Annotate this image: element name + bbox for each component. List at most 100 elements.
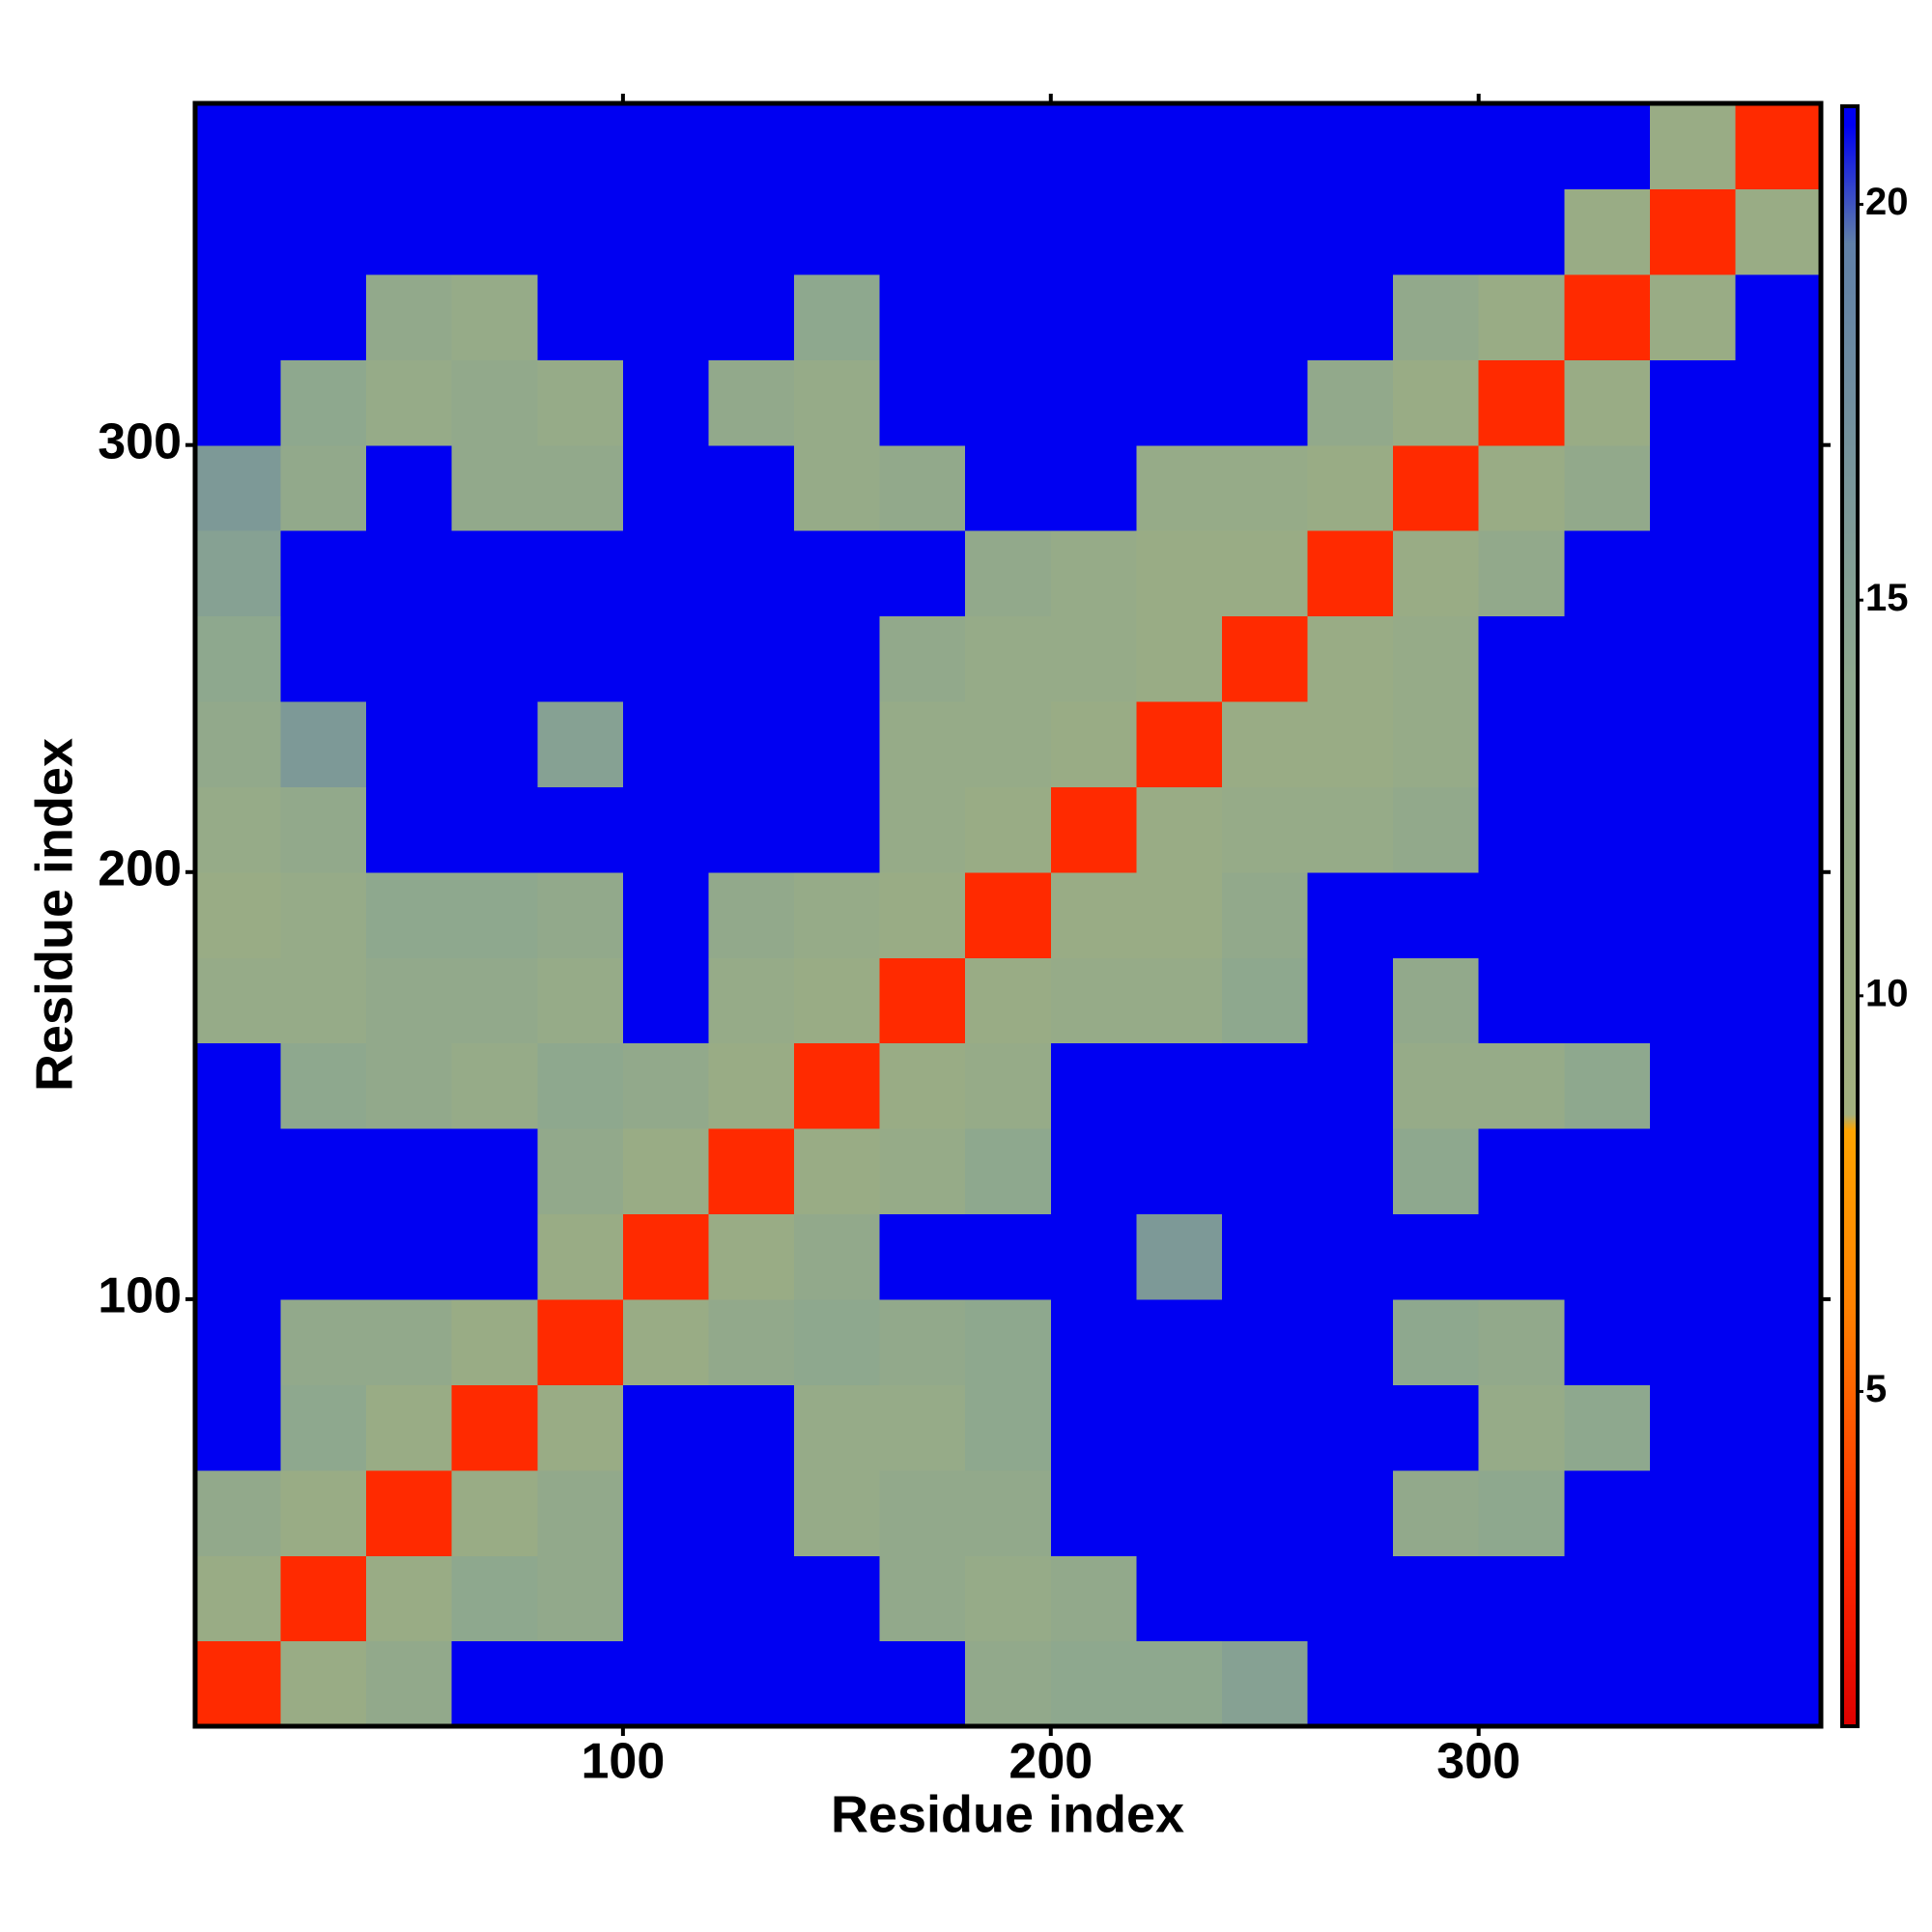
- heatmap-cell: [1393, 1042, 1480, 1129]
- heatmap-cell: [1564, 359, 1651, 446]
- heatmap-cell: [366, 871, 453, 958]
- heatmap-cell: [1478, 957, 1565, 1044]
- heatmap-cell: [537, 530, 624, 617]
- heatmap-cell: [1393, 530, 1480, 617]
- heatmap-cell: [1478, 700, 1565, 787]
- heatmap-cell: [1307, 1213, 1394, 1300]
- heatmap-cell: [1136, 700, 1223, 787]
- heatmap-cell: [1478, 1298, 1565, 1385]
- heatmap-cell: [794, 1128, 881, 1215]
- heatmap-cell: [1393, 1469, 1480, 1556]
- heatmap-cell: [537, 700, 624, 787]
- heatmap-cell: [708, 700, 795, 787]
- heatmap-cell: [1221, 273, 1309, 360]
- heatmap-cell: [366, 359, 453, 446]
- heatmap-cell: [1307, 871, 1394, 958]
- heatmap-cell: [1393, 1213, 1480, 1300]
- heatmap-cell: [195, 615, 282, 702]
- heatmap-cell: [1649, 1213, 1737, 1300]
- heatmap-cell: [1564, 700, 1651, 787]
- heatmap-cell: [451, 1042, 538, 1129]
- heatmap-cell: [794, 273, 881, 360]
- heatmap-cell: [708, 444, 795, 531]
- heatmap-cell: [1136, 615, 1223, 702]
- heatmap-cell: [1221, 1298, 1309, 1385]
- heatmap-cell: [965, 273, 1052, 360]
- heatmap-cell: [280, 1128, 367, 1215]
- heatmap-cell: [794, 1042, 881, 1129]
- heatmap-cell: [622, 530, 710, 617]
- heatmap-cell: [1221, 786, 1309, 873]
- heatmap-cell: [1050, 1042, 1137, 1129]
- heatmap-cell: [879, 273, 966, 360]
- heatmap-cell: [1735, 700, 1822, 787]
- heatmap-cell: [879, 700, 966, 787]
- heatmap-cell: [1136, 1213, 1223, 1300]
- heatmap-cell: [451, 1640, 538, 1727]
- heatmap-cell: [879, 530, 966, 617]
- heatmap-cell: [537, 1128, 624, 1215]
- heatmap-cell: [280, 359, 367, 446]
- heatmap-cell: [1221, 103, 1309, 190]
- plot-frame: [192, 100, 1824, 1729]
- heatmap-cell: [1136, 786, 1223, 873]
- heatmap-cell: [366, 615, 453, 702]
- heatmap-cell: [195, 530, 282, 617]
- heatmap-cell: [1649, 273, 1737, 360]
- heatmap-cell: [1307, 615, 1394, 702]
- heatmap-cell: [451, 359, 538, 446]
- heatmap-cell: [1393, 444, 1480, 531]
- heatmap-cell: [708, 957, 795, 1044]
- colorbar-tick-label: 20: [1865, 181, 1909, 223]
- heatmap-cell: [537, 1640, 624, 1727]
- heatmap-cell: [280, 103, 367, 190]
- heatmap-cell: [537, 188, 624, 275]
- heatmap-cell: [708, 1640, 795, 1727]
- heatmap-cell: [280, 530, 367, 617]
- heatmap-cell: [1393, 786, 1480, 873]
- heatmap-cell: [1564, 1298, 1651, 1385]
- colorbar-tick-label: 5: [1865, 1368, 1887, 1410]
- heatmap-cell: [965, 1384, 1052, 1471]
- heatmap-cell: [195, 1555, 282, 1642]
- heatmap-cell: [879, 786, 966, 873]
- heatmap-cell: [622, 786, 710, 873]
- heatmap-cell: [708, 1469, 795, 1556]
- heatmap-cell: [965, 615, 1052, 702]
- heatmap-cell: [794, 188, 881, 275]
- heatmap-cell: [1221, 188, 1309, 275]
- heatmap-cell: [1478, 1640, 1565, 1727]
- heatmap-cell: [1564, 957, 1651, 1044]
- heatmap-cell: [366, 1469, 453, 1556]
- heatmap-cell: [1735, 1555, 1822, 1642]
- heatmap-cell: [1307, 786, 1394, 873]
- heatmap-cell: [195, 444, 282, 531]
- heatmap-cell: [280, 444, 367, 531]
- heatmap-cell: [537, 1555, 624, 1642]
- heatmap-cell: [1649, 1128, 1737, 1215]
- heatmap-cell: [708, 615, 795, 702]
- heatmap-cell: [1136, 188, 1223, 275]
- heatmap-cell: [195, 1298, 282, 1385]
- heatmap-cell: [1649, 700, 1737, 787]
- heatmap-cell: [280, 1384, 367, 1471]
- heatmap-cell: [794, 444, 881, 531]
- heatmap-cell: [366, 103, 453, 190]
- heatmap-cell: [1136, 359, 1223, 446]
- heatmap-cell: [366, 1298, 453, 1385]
- heatmap-cells: [195, 103, 1822, 1727]
- heatmap-cell: [1307, 1128, 1394, 1215]
- heatmap-cell: [794, 957, 881, 1044]
- heatmap-cell: [280, 273, 367, 360]
- heatmap-cell: [1050, 1384, 1137, 1471]
- heatmap-cell: [1307, 1640, 1394, 1727]
- heatmap-cell: [1735, 1469, 1822, 1556]
- heatmap-cell: [1050, 273, 1137, 360]
- heatmap-cell: [1136, 1042, 1223, 1129]
- heatmap-cell: [794, 1384, 881, 1471]
- heatmap-cell: [794, 1298, 881, 1385]
- heatmap-cell: [537, 957, 624, 1044]
- y-axis-title: Residue index: [25, 738, 83, 1092]
- heatmap-cell: [366, 530, 453, 617]
- heatmap-cell: [280, 700, 367, 787]
